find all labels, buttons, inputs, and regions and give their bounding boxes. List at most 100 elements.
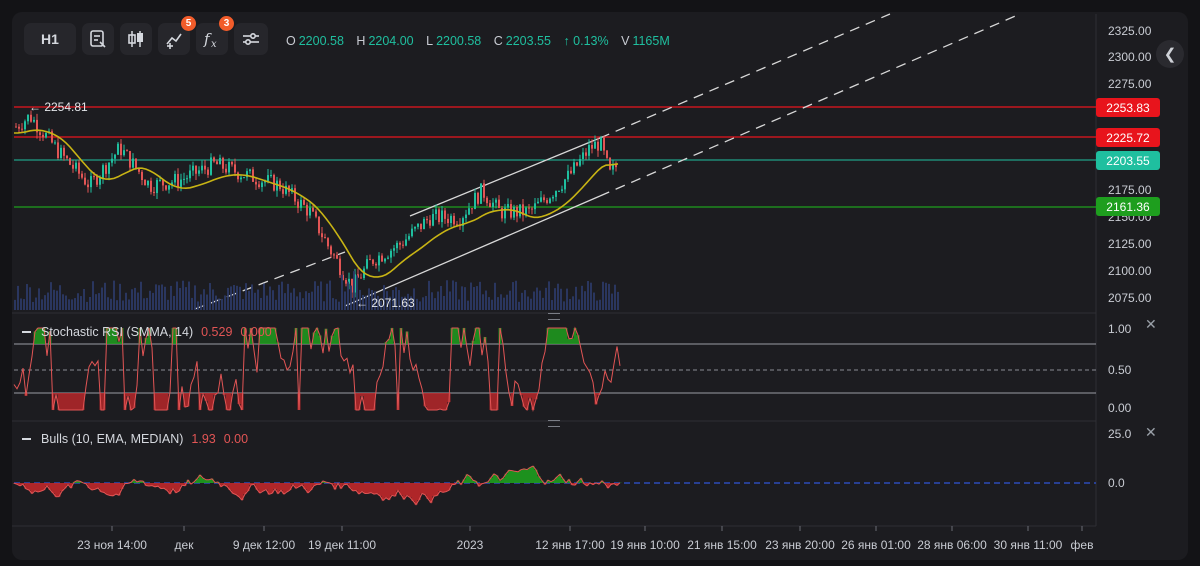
volume-bar (338, 301, 340, 310)
bulls-positive-fill (579, 478, 583, 483)
stoch-oversold-fill (534, 393, 538, 400)
stoch-overbought-fill (453, 328, 457, 344)
candle-body (558, 190, 560, 192)
volume-bar (62, 294, 64, 310)
close-stoch-rsi-icon[interactable]: ✕ (1145, 316, 1157, 332)
bulls-negative-fill (429, 483, 433, 503)
stoch-oversold-fill (525, 393, 529, 410)
candle-body (369, 259, 371, 261)
price-tick-label: 2075.00 (1108, 291, 1152, 305)
candle-body (414, 226, 416, 229)
volume-bar (254, 292, 256, 310)
pane-resize-handle-2[interactable] (548, 420, 560, 427)
stoch-oversold-fill (228, 393, 232, 410)
candle-body (597, 141, 599, 151)
volume-bar (452, 280, 454, 310)
bulls-negative-fill (282, 483, 286, 495)
bulls-negative-fill (159, 483, 163, 489)
candle-body (117, 143, 119, 155)
stoch-overbought-fill (333, 328, 337, 344)
time-tick-label: 30 янв 11:00 (993, 538, 1063, 552)
price-tick-label: 2325.00 (1108, 24, 1152, 38)
volume-bar (290, 292, 292, 310)
volume-bar (128, 299, 130, 310)
volume-bar (434, 298, 436, 310)
volume-bar (527, 296, 529, 310)
bulls-negative-fill (120, 483, 124, 489)
volume-bar (437, 291, 439, 310)
stoch-oversold-fill (528, 393, 532, 398)
volume-bar (551, 300, 553, 310)
candle-body (393, 248, 395, 251)
volume-bar (245, 283, 247, 310)
bulls-negative-fill (381, 483, 385, 501)
bulls-negative-fill (405, 483, 409, 496)
time-tick-label: 2023 (456, 538, 484, 552)
volume-bar (98, 293, 100, 310)
volume-bar (248, 290, 250, 310)
volume-bar (170, 285, 172, 310)
close-bulls-icon[interactable]: ✕ (1145, 424, 1157, 440)
indicators-button[interactable]: 5 (158, 16, 196, 55)
stoch-overbought-fill (42, 328, 46, 344)
candle-body (45, 132, 47, 138)
volume-bar (611, 293, 613, 310)
candle-body (315, 211, 317, 217)
volume-bar (77, 293, 79, 310)
volume-bar (476, 286, 478, 310)
volume-bar (566, 288, 568, 310)
collapse-dash-icon[interactable] (22, 331, 31, 333)
volume-bar (470, 282, 472, 310)
bulls-negative-fill (270, 483, 274, 494)
bulls-negative-fill (450, 483, 454, 485)
candle-body (282, 189, 284, 194)
volume-bar (92, 281, 94, 310)
candle-body (426, 218, 428, 221)
volume-bar (215, 295, 217, 310)
bulls-negative-fill (393, 483, 397, 497)
candle-body (405, 239, 407, 246)
volume-bar (47, 292, 49, 310)
stoch-overbought-fill (249, 328, 253, 344)
collapse-panel-button[interactable]: ❮ (1156, 40, 1184, 68)
timeframe-button[interactable]: H1 (24, 23, 76, 55)
bulls-negative-fill (606, 483, 610, 488)
volume-bar (38, 288, 40, 310)
volume-bar (113, 280, 115, 310)
candle-body (513, 206, 515, 218)
candle-body (390, 250, 392, 258)
bulls-positive-fill (549, 481, 553, 483)
volume-bar (101, 287, 103, 310)
candle-body (171, 182, 173, 186)
volume-bar (524, 290, 526, 310)
stoch-overbought-fill (462, 328, 466, 344)
collapse-dash-icon-2[interactable] (22, 438, 31, 440)
notes-button[interactable] (82, 23, 114, 55)
volume-bar (488, 297, 490, 310)
bulls-negative-fill (369, 483, 373, 493)
stoch-oversold-fill (510, 393, 514, 406)
stoch-oversold-fill (186, 393, 190, 407)
volume-bar (575, 286, 577, 310)
candle-body (294, 188, 296, 202)
candle-body (555, 191, 557, 197)
volume-bar (557, 283, 559, 310)
chart-type-button[interactable] (120, 23, 152, 55)
volume-bar (569, 298, 571, 310)
candle-body (180, 179, 182, 187)
settings-button[interactable] (234, 23, 268, 55)
stoch-overbought-fill (474, 328, 478, 344)
volume-bar (509, 290, 511, 310)
candle-body (234, 164, 236, 173)
stoch-overbought-fill (273, 328, 277, 344)
bulls-negative-fill (234, 483, 238, 495)
volume-bar (323, 301, 325, 310)
volume-bar (209, 283, 211, 310)
stoch-overbought-fill (549, 328, 553, 344)
volume-bar (167, 299, 169, 310)
pane-resize-handle[interactable] (548, 313, 560, 320)
bulls-positive-fill (471, 480, 475, 483)
candle-body (402, 244, 404, 246)
